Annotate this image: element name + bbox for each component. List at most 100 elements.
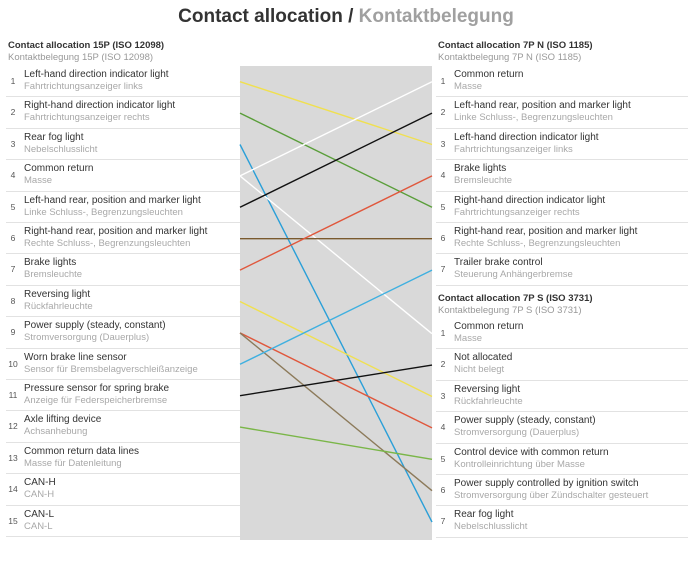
pin-name: Rear fog light <box>24 131 84 143</box>
pin-number: 8 <box>10 295 16 306</box>
pin-name: CAN-L <box>24 508 55 520</box>
title-separator: / <box>348 6 354 27</box>
pin-name-de: Masse für Datenleitung <box>24 457 122 469</box>
pin-name: Brake lights <box>454 163 507 175</box>
row-separator <box>6 96 240 98</box>
pin-number: 13 <box>8 452 18 463</box>
pin-number: 2 <box>440 107 446 118</box>
pin-name: Brake lights <box>24 257 77 269</box>
title-en: Contact allocation <box>178 6 343 27</box>
pin-number: 9 <box>10 327 16 338</box>
pin-name: Power supply (steady, constant) <box>454 415 596 427</box>
title-de: Kontaktbelegung <box>358 6 514 27</box>
pin-name-de: Rückfahrleuchte <box>454 395 523 407</box>
row-separator <box>436 96 688 98</box>
row-separator <box>436 127 688 129</box>
wire <box>239 175 433 335</box>
pin-name-de: Rückfahrleuchte <box>24 300 93 312</box>
pin-name: Right-hand rear, position and marker lig… <box>24 226 208 237</box>
pin-name-de: Nebelschlusslicht <box>24 143 98 155</box>
pin-name-de: Rechte Schluss-, Begrenzungsleuchten <box>24 238 191 249</box>
pin-name-de: Linke Schluss-, Begrenzungsleuchten <box>24 206 183 218</box>
title: Contact allocation / Kontaktbelegung <box>0 6 692 28</box>
pin-number: 2 <box>440 359 446 370</box>
pin-number: 12 <box>8 421 18 432</box>
row-separator <box>436 505 688 507</box>
row-separator <box>6 473 240 475</box>
pin-name-de: Stromversorgung (Dauerplus) <box>24 332 150 344</box>
pin-number: 1 <box>440 76 446 86</box>
pin-name: Common return data lines <box>24 445 140 457</box>
pin-name: Worn brake line sensor <box>24 351 127 363</box>
row-separator <box>436 411 688 413</box>
pin-name-de: Kontrolleinrichtung über Masse <box>454 458 585 470</box>
pin-name-de: Achsanhebung <box>24 426 88 438</box>
pin-name-de: Fahrtrichtungsanzeiger links <box>454 143 573 155</box>
pin-name-de: Masse <box>454 333 482 344</box>
row-separator <box>6 441 240 443</box>
pin-name-de: Bremsleuchte <box>454 175 513 187</box>
pin-name: Right-hand direction indicator light <box>24 100 176 112</box>
row-separator <box>6 504 240 506</box>
right-subheader: Kontaktbelegung 7P N (ISO 1185) <box>438 52 582 63</box>
row-separator <box>6 316 240 318</box>
pin-name-de: Steuerung Anhängerbremse <box>454 269 573 281</box>
pin-name-de: Anzeige für Federspeicherbremse <box>24 395 168 406</box>
pin-name-de: Fahrtrichtungsanzeiger rechts <box>24 112 150 124</box>
right-subheader: Kontaktbelegung 7P S (ISO 3731) <box>438 305 582 316</box>
pin-number: 4 <box>440 422 446 433</box>
pin-name: Axle lifting device <box>24 414 102 426</box>
wiring-area <box>240 66 432 540</box>
pin-name-de: Fahrtrichtungsanzeiger links <box>24 81 143 92</box>
pin-name: Power supply controlled by ignition swit… <box>454 478 639 489</box>
wire <box>239 112 433 208</box>
row-separator <box>436 159 688 161</box>
pin-number: 3 <box>440 390 446 401</box>
pin-name-de: Rechte Schluss-, Begrenzungsleuchten <box>454 238 621 249</box>
pin-name: Reversing light <box>454 383 521 395</box>
pin-name: CAN-H <box>24 477 56 489</box>
row-separator <box>6 536 240 537</box>
row-separator <box>6 222 240 223</box>
wire <box>239 332 433 492</box>
pin-name: Pressure sensor for spring brake <box>24 383 170 394</box>
wire <box>239 81 433 146</box>
wire <box>239 175 433 271</box>
pin-number: 7 <box>10 264 16 275</box>
pin-name: Common return <box>24 163 94 175</box>
row-separator <box>6 379 240 380</box>
pin-name-de: Stromversorgung (Dauerplus) <box>454 427 580 439</box>
row-separator <box>6 253 240 255</box>
row-separator <box>6 159 240 161</box>
wire <box>239 364 433 397</box>
pin-name: Left-hand direction indicator light <box>454 131 599 143</box>
row-separator <box>436 536 688 538</box>
wire <box>239 300 433 398</box>
wire <box>239 144 433 523</box>
pin-name: Power supply (steady, constant) <box>24 320 166 332</box>
pin-name: Reversing light <box>24 288 91 300</box>
pin-name-de: CAN-H <box>24 489 55 501</box>
row-separator <box>436 348 688 350</box>
pin-name: Right-hand rear, position and marker lig… <box>454 226 638 237</box>
pin-number: 15 <box>8 515 18 526</box>
pin-number: 1 <box>10 76 16 86</box>
pin-number: 5 <box>10 201 16 212</box>
row-separator <box>436 442 688 444</box>
left-subheader: Kontaktbelegung 15P (ISO 12098) <box>8 52 154 63</box>
pin-number: 7 <box>440 264 446 275</box>
pin-name-de: Masse <box>24 175 52 187</box>
row-separator <box>6 284 240 286</box>
row-separator <box>436 190 688 192</box>
wire <box>239 81 433 177</box>
pin-name: Common return <box>454 69 524 80</box>
row-separator <box>6 410 240 412</box>
pin-name-de: Bremsleuchte <box>24 269 83 281</box>
pin-number: 1 <box>440 328 446 338</box>
pin-number: 6 <box>10 233 16 243</box>
wire <box>239 426 433 460</box>
pin-name-de: Nicht belegt <box>454 364 505 376</box>
pin-number: 5 <box>440 453 446 464</box>
